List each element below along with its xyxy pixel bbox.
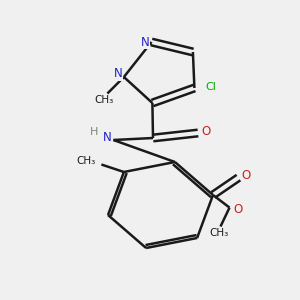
Text: O: O bbox=[233, 202, 242, 216]
Text: CH₃: CH₃ bbox=[77, 156, 96, 166]
Text: N: N bbox=[103, 131, 112, 144]
Text: CH₃: CH₃ bbox=[95, 95, 114, 105]
Text: O: O bbox=[202, 125, 211, 138]
Text: N: N bbox=[140, 35, 149, 49]
Text: Cl: Cl bbox=[206, 82, 216, 92]
Text: H: H bbox=[90, 127, 98, 136]
Text: O: O bbox=[242, 169, 250, 182]
Text: N: N bbox=[113, 68, 122, 80]
Text: CH₃: CH₃ bbox=[209, 228, 229, 238]
